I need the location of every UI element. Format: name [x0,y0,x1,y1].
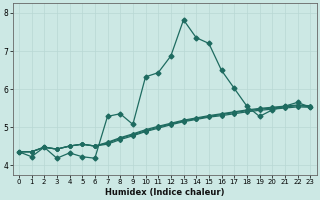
X-axis label: Humidex (Indice chaleur): Humidex (Indice chaleur) [105,188,224,197]
